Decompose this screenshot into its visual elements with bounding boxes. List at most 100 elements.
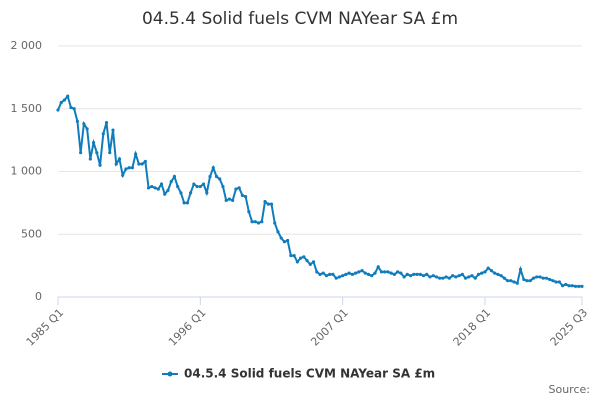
point xyxy=(389,271,393,275)
point xyxy=(289,253,293,258)
point xyxy=(198,184,202,189)
point xyxy=(535,275,539,279)
point xyxy=(321,271,325,275)
point xyxy=(366,272,371,277)
point xyxy=(483,270,487,274)
point xyxy=(237,186,241,190)
point xyxy=(467,275,471,279)
point xyxy=(208,174,212,179)
point xyxy=(428,275,432,279)
point xyxy=(146,186,151,190)
point xyxy=(111,128,115,132)
point xyxy=(557,280,561,284)
point xyxy=(269,202,274,206)
point xyxy=(473,276,477,280)
y-tick-label: 0 xyxy=(35,290,42,303)
point xyxy=(525,279,529,283)
point xyxy=(470,274,474,278)
point xyxy=(337,275,342,279)
point xyxy=(218,177,222,181)
point xyxy=(318,272,322,277)
point xyxy=(541,276,545,280)
point xyxy=(72,107,76,111)
x-tick-label: 1985 Q1 xyxy=(24,306,67,349)
point xyxy=(66,94,70,98)
point xyxy=(564,282,568,287)
point xyxy=(104,120,109,125)
point xyxy=(528,279,532,283)
point xyxy=(62,98,67,102)
point xyxy=(286,238,290,243)
point xyxy=(434,275,439,279)
point xyxy=(59,100,63,105)
point xyxy=(185,201,189,205)
point xyxy=(176,184,180,189)
point xyxy=(324,274,329,278)
point xyxy=(279,236,283,240)
point xyxy=(376,265,380,269)
point xyxy=(182,201,186,205)
point xyxy=(363,271,367,275)
point xyxy=(211,166,215,170)
point xyxy=(263,200,267,204)
point xyxy=(201,182,206,186)
point xyxy=(567,284,571,288)
point xyxy=(98,163,102,167)
y-tick-label: 1 000 xyxy=(11,165,43,178)
point xyxy=(240,193,244,197)
point xyxy=(454,275,458,279)
point xyxy=(489,269,494,273)
point xyxy=(315,270,319,274)
point xyxy=(554,280,558,284)
point xyxy=(253,220,257,224)
point xyxy=(347,271,351,275)
point xyxy=(91,141,96,145)
x-tick-label: 1996 Q1 xyxy=(166,306,209,349)
point xyxy=(124,167,128,171)
point xyxy=(441,276,445,280)
point xyxy=(522,277,526,282)
point xyxy=(244,195,248,199)
point xyxy=(438,276,442,280)
point xyxy=(502,276,506,280)
chart-title: 04.5.4 Solid fuels CVM NAYear SA £m xyxy=(142,9,458,29)
point xyxy=(101,132,105,136)
point xyxy=(156,187,160,191)
point xyxy=(444,275,448,279)
point xyxy=(577,284,581,288)
point xyxy=(353,271,358,275)
point xyxy=(79,151,83,155)
point xyxy=(250,220,254,224)
point xyxy=(412,272,416,277)
legend-marker xyxy=(167,371,173,377)
point xyxy=(460,272,464,277)
point xyxy=(370,274,374,278)
point xyxy=(302,255,306,259)
point xyxy=(231,198,235,202)
point xyxy=(486,266,490,270)
point xyxy=(169,179,173,184)
point xyxy=(205,191,209,195)
x-tick-label: 2018 Q1 xyxy=(451,306,494,349)
x-tick-label: 2007 Q1 xyxy=(308,306,351,349)
point xyxy=(134,152,138,156)
point xyxy=(114,162,118,166)
point xyxy=(256,221,261,225)
point xyxy=(214,174,219,179)
point xyxy=(273,221,277,225)
point xyxy=(408,274,413,278)
point xyxy=(234,187,238,191)
point xyxy=(357,270,361,274)
point xyxy=(560,284,565,288)
y-tick-label: 1 500 xyxy=(11,102,43,115)
point xyxy=(166,188,170,192)
point xyxy=(143,159,147,164)
point xyxy=(570,284,574,288)
point xyxy=(480,271,484,275)
point xyxy=(386,270,390,274)
point xyxy=(548,277,552,282)
point xyxy=(531,276,536,280)
point xyxy=(509,279,513,283)
point xyxy=(405,272,409,277)
